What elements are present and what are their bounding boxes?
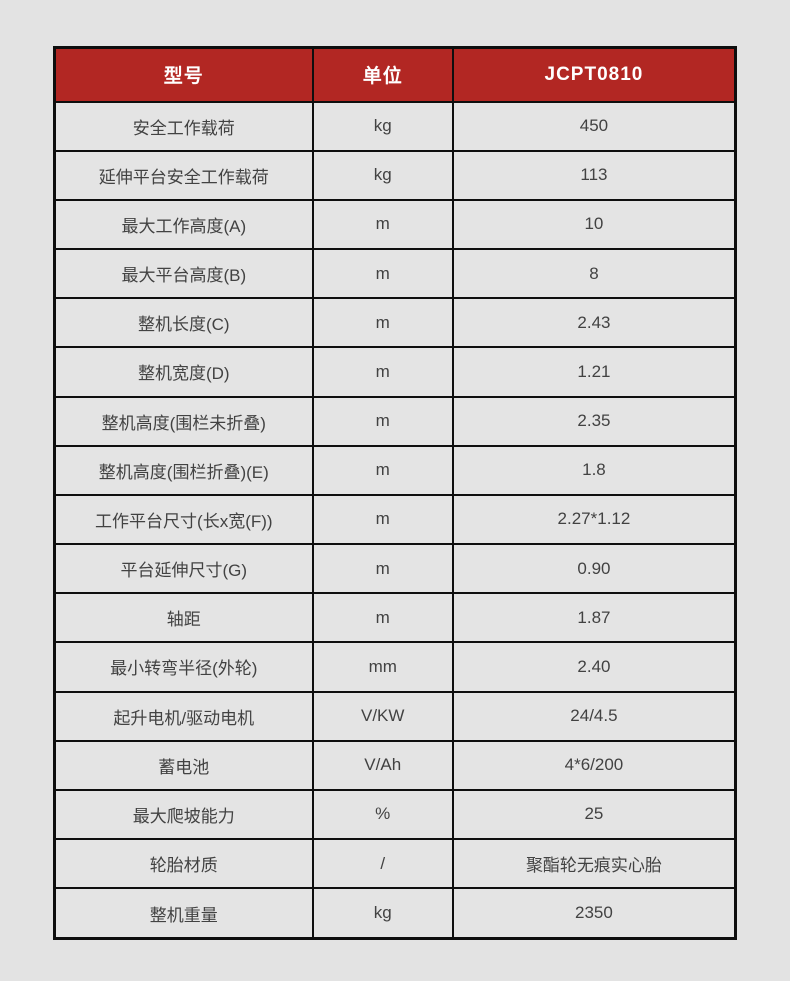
spec-unit-cell: m — [311, 592, 454, 644]
spec-label-cell: 整机高度(围栏折叠)(E) — [53, 444, 314, 496]
table-row: 整机宽度(D) m 1.21 — [53, 346, 737, 398]
spec-value-cell: 25 — [451, 788, 737, 841]
spec-label-cell: 蓄电池 — [53, 739, 314, 791]
spec-label-cell: 最大平台高度(B) — [53, 248, 314, 300]
spec-label-cell: 最大爬坡能力 — [53, 788, 314, 841]
spec-unit-cell: m — [311, 297, 454, 349]
spec-value-cell: 0.90 — [451, 543, 737, 595]
spec-unit-cell: m — [311, 444, 454, 496]
spec-unit-cell: V/KW — [311, 690, 454, 742]
spec-label-cell: 工作平台尺寸(长x宽(F)) — [53, 493, 314, 546]
table-row: 整机重量 kg 2350 — [53, 887, 737, 940]
spec-unit-cell: mm — [311, 641, 454, 693]
table-row: 整机高度(围栏折叠)(E) m 1.8 — [53, 444, 737, 496]
spec-label-cell: 整机高度(围栏未折叠) — [53, 395, 314, 447]
spec-value-cell: 1.8 — [451, 444, 737, 496]
spec-value-cell: 1.87 — [451, 592, 737, 644]
table-row: 平台延伸尺寸(G) m 0.90 — [53, 543, 737, 595]
table-row: 工作平台尺寸(长x宽(F)) m 2.27*1.12 — [53, 493, 737, 546]
spec-unit-cell: m — [311, 493, 454, 546]
table-row: 最大平台高度(B) m 8 — [53, 248, 737, 300]
table-row: 整机高度(围栏未折叠) m 2.35 — [53, 395, 737, 447]
spec-label-cell: 轴距 — [53, 592, 314, 644]
header-cell-value: JCPT0810 — [451, 46, 737, 103]
spec-label-cell: 平台延伸尺寸(G) — [53, 543, 314, 595]
spec-unit-cell: m — [311, 248, 454, 300]
spec-label-cell: 轮胎材质 — [53, 838, 314, 890]
spec-value-cell: 2.40 — [451, 641, 737, 693]
table-row: 整机长度(C) m 2.43 — [53, 297, 737, 349]
spec-value-cell: 24/4.5 — [451, 690, 737, 742]
spec-value-cell: 聚酯轮无痕实心胎 — [451, 838, 737, 890]
spec-unit-cell: m — [311, 543, 454, 595]
spec-value-cell: 2.27*1.12 — [451, 493, 737, 546]
spec-value-cell: 10 — [451, 198, 737, 251]
spec-value-cell: 8 — [451, 248, 737, 300]
table-row: 延伸平台安全工作载荷 kg 113 — [53, 149, 737, 201]
table-row: 轴距 m 1.87 — [53, 592, 737, 644]
spec-label-cell: 安全工作载荷 — [53, 100, 314, 152]
spec-unit-cell: kg — [311, 100, 454, 152]
spec-value-cell: 2.43 — [451, 297, 737, 349]
header-cell-unit: 单位 — [311, 46, 454, 103]
spec-label-cell: 延伸平台安全工作载荷 — [53, 149, 314, 201]
spec-unit-cell: m — [311, 395, 454, 447]
spec-value-cell: 450 — [451, 100, 737, 152]
spec-unit-cell: % — [311, 788, 454, 841]
spec-value-cell: 2350 — [451, 887, 737, 940]
spec-label-cell: 起升电机/驱动电机 — [53, 690, 314, 742]
spec-label-cell: 整机重量 — [53, 887, 314, 940]
table-row: 安全工作载荷 kg 450 — [53, 100, 737, 152]
table-row: 起升电机/驱动电机 V/KW 24/4.5 — [53, 690, 737, 742]
table-row: 最小转弯半径(外轮) mm 2.40 — [53, 641, 737, 693]
table-row: 轮胎材质 / 聚酯轮无痕实心胎 — [53, 838, 737, 890]
table-header-row: 型号 单位 JCPT0810 — [53, 46, 737, 103]
spec-unit-cell: / — [311, 838, 454, 890]
spec-label-cell: 整机长度(C) — [53, 297, 314, 349]
header-cell-model: 型号 — [53, 46, 314, 103]
spec-label-cell: 最大工作高度(A) — [53, 198, 314, 251]
spec-value-cell: 4*6/200 — [451, 739, 737, 791]
table-row: 最大爬坡能力% 25 — [53, 788, 737, 841]
spec-value-cell: 1.21 — [451, 346, 737, 398]
spec-unit-cell: kg — [311, 887, 454, 940]
spec-value-cell: 2.35 — [451, 395, 737, 447]
spec-unit-cell: m — [311, 346, 454, 398]
spec-table: 型号 单位 JCPT0810 安全工作载荷 kg 450 延伸平台安全工作载荷 kg 11… — [53, 46, 737, 940]
spec-unit-cell: V/Ah — [311, 739, 454, 791]
spec-label-cell: 最小转弯半径(外轮) — [53, 641, 314, 693]
spec-unit-cell: m — [311, 198, 454, 251]
table-row: 蓄电池 V/Ah 4*6/200 — [53, 739, 737, 791]
spec-value-cell: 113 — [451, 149, 737, 201]
spec-unit-cell: kg — [311, 149, 454, 201]
spec-label-cell: 整机宽度(D) — [53, 346, 314, 398]
table-row: 最大工作高度(A) m 10 — [53, 198, 737, 251]
